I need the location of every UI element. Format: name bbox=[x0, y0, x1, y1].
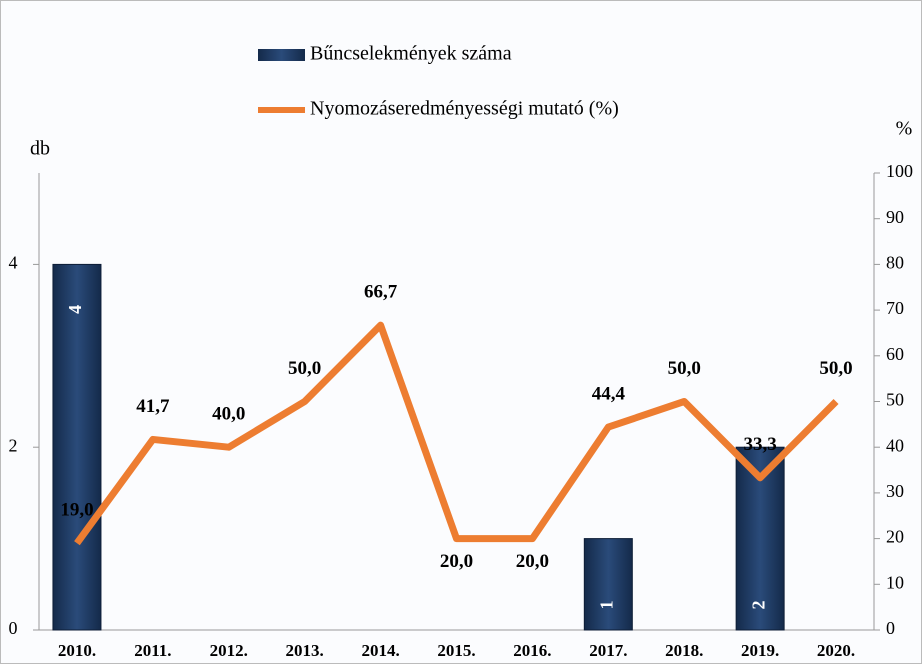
legend-label: Bűncselekmények száma bbox=[310, 43, 512, 65]
x-tick-label: 2010. bbox=[58, 641, 96, 660]
y2-tick-label: 80 bbox=[886, 253, 904, 273]
legend-label: Nyomozáseredményességi mutató (%) bbox=[310, 98, 619, 120]
y2-tick-label: 100 bbox=[886, 161, 913, 181]
x-tick-label: 2012. bbox=[210, 641, 248, 660]
data-label: 20,0 bbox=[516, 551, 549, 572]
x-tick-label: 2014. bbox=[361, 641, 399, 660]
bar-label: 2 bbox=[748, 601, 768, 610]
x-tick-label: 2016. bbox=[513, 641, 551, 660]
y2-tick-label: 30 bbox=[886, 481, 904, 501]
legend-swatch-bar bbox=[258, 49, 305, 61]
y-axis-label: db bbox=[30, 138, 50, 160]
y-tick-label: 4 bbox=[9, 253, 18, 273]
x-tick-label: 2011. bbox=[134, 641, 171, 660]
y2-tick-label: 20 bbox=[886, 527, 904, 547]
y2-tick-label: 70 bbox=[886, 298, 904, 318]
data-label: 41,7 bbox=[136, 396, 170, 417]
line bbox=[74, 321, 839, 546]
bar-label: 1 bbox=[596, 601, 616, 610]
x-tick-label: 2017. bbox=[589, 641, 627, 660]
x-tick-label: 2013. bbox=[286, 641, 324, 660]
y2-tick-label: 10 bbox=[886, 572, 904, 592]
x-tick-label: 2018. bbox=[665, 641, 703, 660]
x-tick-label: 2020. bbox=[817, 641, 855, 660]
y2-tick-label: 0 bbox=[886, 618, 895, 638]
y2-tick-label: 40 bbox=[886, 435, 904, 455]
y2-tick-label: 90 bbox=[886, 207, 904, 227]
data-label: 19,0 bbox=[60, 500, 93, 521]
y2-axis-label: % bbox=[896, 118, 913, 140]
y2-tick-label: 50 bbox=[886, 390, 904, 410]
data-label: 20,0 bbox=[440, 551, 473, 572]
x-tick-label: 2015. bbox=[437, 641, 475, 660]
bar-label: 4 bbox=[65, 305, 85, 314]
bar bbox=[52, 263, 102, 631]
data-label: 33,3 bbox=[744, 434, 777, 455]
y-tick-label: 2 bbox=[9, 435, 18, 455]
data-label: 50,0 bbox=[819, 358, 852, 379]
y2-tick-label: 60 bbox=[886, 344, 904, 364]
data-label: 50,0 bbox=[288, 358, 321, 379]
data-label: 40,0 bbox=[212, 404, 245, 425]
y-tick-label: 0 bbox=[9, 618, 18, 638]
bar bbox=[583, 538, 633, 631]
x-tick-label: 2019. bbox=[741, 641, 779, 660]
data-label: 50,0 bbox=[668, 358, 701, 379]
data-label: 44,4 bbox=[592, 383, 626, 404]
data-label: 66,7 bbox=[364, 282, 398, 303]
